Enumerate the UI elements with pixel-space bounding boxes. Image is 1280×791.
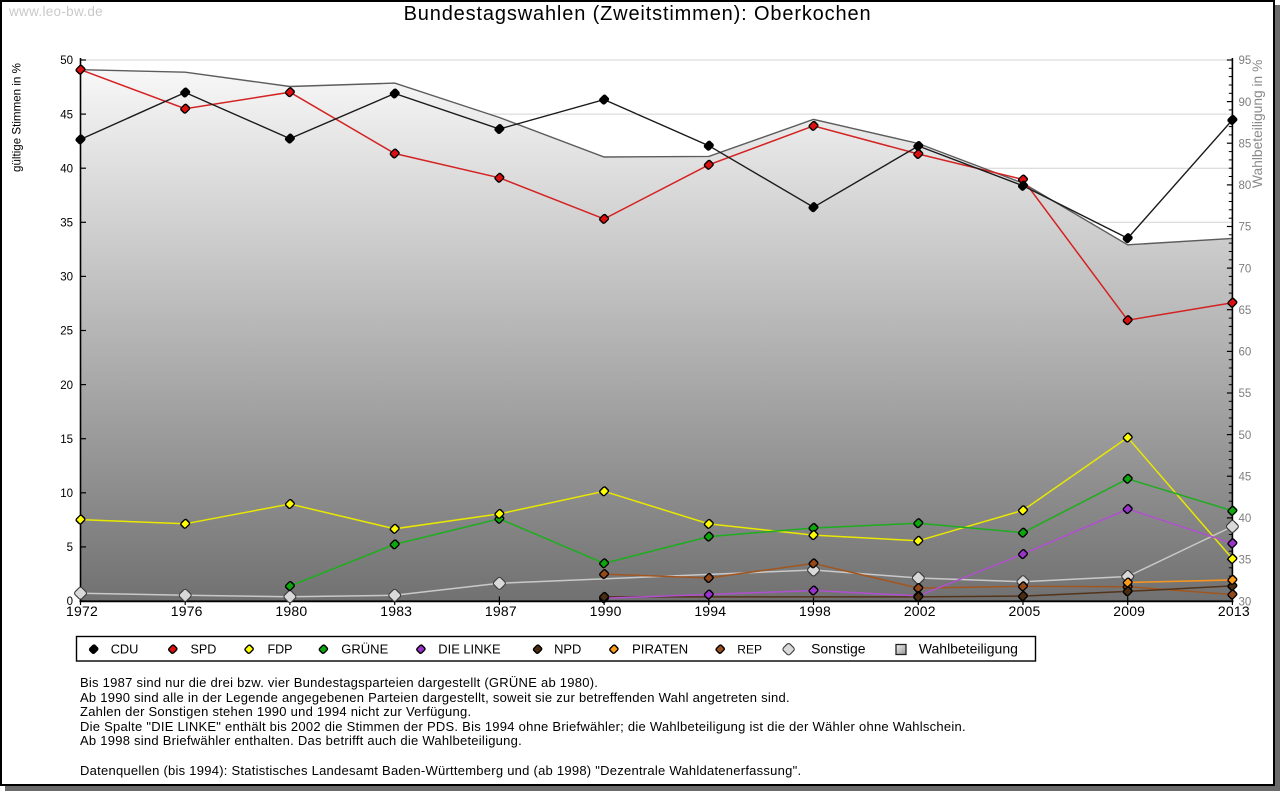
svg-text:2009: 2009 [1113,603,1145,619]
svg-text:95: 95 [1239,55,1252,67]
svg-text:2005: 2005 [1009,603,1041,619]
svg-text:90: 90 [1239,97,1252,109]
svg-text:60: 60 [1239,347,1252,359]
svg-text:Sonstige: Sonstige [811,641,866,657]
svg-text:Wahlbeteiligung: Wahlbeteiligung [919,641,1018,657]
svg-text:0: 0 [67,596,73,608]
svg-text:10: 10 [60,488,73,500]
svg-text:1972: 1972 [66,603,98,619]
svg-text:35: 35 [1239,555,1252,567]
svg-text:50: 50 [1239,430,1252,442]
svg-text:65: 65 [1239,305,1252,317]
svg-text:1980: 1980 [275,603,307,619]
svg-text:40: 40 [1239,513,1252,525]
svg-text:70: 70 [1239,263,1252,275]
svg-text:Wahlbeteiligung in %: Wahlbeteiligung in % [1250,60,1265,188]
svg-text:1994: 1994 [694,603,726,619]
svg-text:REP: REP [737,643,762,657]
svg-text:PIRATEN: PIRATEN [632,642,688,657]
svg-text:2013: 2013 [1218,603,1250,619]
svg-text:SPD: SPD [191,643,217,657]
svg-text:30: 30 [1239,596,1252,608]
svg-text:80: 80 [1239,180,1252,192]
svg-text:FDP: FDP [268,643,293,657]
svg-text:GRÜNE: GRÜNE [341,642,388,657]
svg-text:85: 85 [1239,138,1252,150]
svg-text:1990: 1990 [590,603,622,619]
svg-text:45: 45 [1239,471,1252,483]
svg-text:gültige Stimmen in %: gültige Stimmen in % [11,63,24,172]
svg-text:1983: 1983 [380,603,412,619]
svg-text:NPD: NPD [554,642,581,657]
svg-text:1976: 1976 [171,603,203,619]
svg-text:1987: 1987 [485,603,517,619]
svg-text:35: 35 [60,218,73,230]
svg-text:2002: 2002 [904,603,936,619]
svg-text:CDU: CDU [111,642,139,657]
svg-text:DIE LINKE: DIE LINKE [438,642,501,657]
svg-text:75: 75 [1239,222,1252,234]
svg-text:20: 20 [60,380,73,392]
svg-text:15: 15 [60,434,73,446]
svg-text:45: 45 [60,109,73,121]
svg-text:1998: 1998 [799,603,831,619]
svg-text:50: 50 [60,55,73,67]
svg-text:55: 55 [1239,388,1252,400]
svg-text:25: 25 [60,326,73,338]
svg-text:40: 40 [60,163,73,175]
svg-text:5: 5 [67,542,73,554]
svg-text:30: 30 [60,272,73,284]
